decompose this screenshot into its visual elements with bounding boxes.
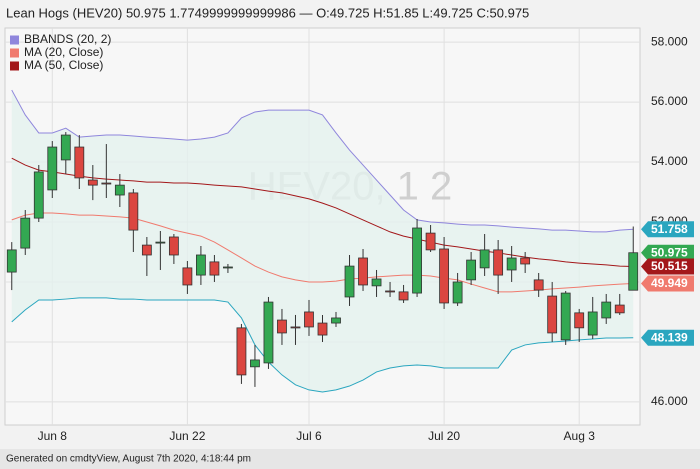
candle-body — [87, 179, 98, 186]
candle-body — [331, 317, 341, 324]
candle-body — [182, 267, 193, 286]
legend-swatch — [10, 61, 19, 71]
candle-body — [74, 146, 85, 179]
band-lower — [11, 297, 634, 393]
candle-body — [209, 261, 220, 276]
candle-body — [60, 134, 71, 161]
candle-body — [358, 257, 368, 286]
x-tick-label: Jul 6 — [296, 429, 322, 443]
x-tick-label: Jul 20 — [428, 429, 460, 443]
candle-body — [33, 171, 44, 219]
candle-body — [466, 259, 477, 281]
candle-body — [425, 232, 436, 251]
value-tag — [641, 275, 694, 292]
candle-body — [412, 227, 422, 294]
y-tick-label: 58.000 — [651, 34, 688, 48]
x-tick-label: Aug 3 — [564, 429, 596, 443]
candle-body — [601, 301, 612, 319]
ma-line — [11, 212, 634, 293]
chart-title: Lean Hogs (HEV20) 50.975 1.7749999999999… — [6, 5, 529, 20]
y-tick-label: 46.000 — [651, 394, 688, 408]
candle-body — [223, 266, 233, 269]
band-fill — [11, 90, 634, 393]
candle-body — [547, 295, 558, 334]
candle-body — [344, 265, 355, 298]
candle-body — [236, 327, 247, 376]
candle-body — [114, 184, 125, 196]
candle-body — [101, 182, 112, 185]
candle-body — [47, 146, 58, 191]
candle-body — [614, 304, 625, 314]
candle-body — [520, 257, 531, 265]
candle-body — [587, 311, 598, 336]
candle-body — [304, 311, 314, 328]
candle-body — [628, 252, 639, 291]
candle-body — [317, 322, 328, 336]
candle-body — [506, 257, 517, 271]
candle-body — [560, 292, 571, 341]
candle-body — [574, 312, 585, 329]
legend-label: MA (50, Close) — [24, 58, 103, 72]
value-tag-label: 50.515 — [651, 259, 688, 273]
candle-body — [385, 290, 395, 293]
value-tag — [641, 258, 694, 275]
value-tag-label: 48.139 — [651, 330, 688, 344]
candle-body — [128, 192, 139, 231]
legend-swatch — [10, 48, 19, 58]
candle-body — [250, 359, 260, 368]
x-tick-label: Jun 8 — [38, 429, 68, 443]
candle-body — [452, 281, 463, 304]
legend-swatch — [10, 35, 19, 45]
footer: Generated on cmdtyView, August 7th 2020,… — [6, 454, 251, 465]
value-tag-label: 50.975 — [651, 245, 688, 259]
legend-label: MA (20, Close) — [24, 45, 103, 59]
candle-body — [263, 301, 274, 364]
candle-body — [290, 326, 301, 329]
value-tag-label: 51.758 — [651, 222, 688, 236]
legend-label: BBANDS (20, 2) — [24, 32, 111, 46]
candle-body — [479, 249, 490, 269]
candle-body — [533, 279, 544, 291]
y-tick-label: 56.000 — [651, 94, 688, 108]
value-tag — [641, 329, 694, 346]
candle-body — [493, 249, 504, 276]
value-tag — [641, 221, 694, 238]
candle-body — [196, 254, 206, 276]
y-tick-label: 54.000 — [651, 154, 688, 168]
candle-body — [439, 248, 449, 304]
candle-body — [20, 217, 31, 249]
candle-body — [277, 319, 287, 334]
value-tag-label: 49.949 — [651, 276, 688, 290]
value-tag — [641, 244, 694, 261]
candle-body — [168, 236, 179, 256]
candle-body — [371, 278, 382, 287]
band-upper — [11, 89, 634, 233]
x-tick-label: Jun 22 — [169, 429, 205, 443]
candle-body — [155, 241, 166, 244]
candle-body — [6, 249, 17, 273]
candle-body — [398, 291, 409, 301]
footer-bar — [0, 449, 700, 469]
candle-body — [141, 244, 152, 256]
